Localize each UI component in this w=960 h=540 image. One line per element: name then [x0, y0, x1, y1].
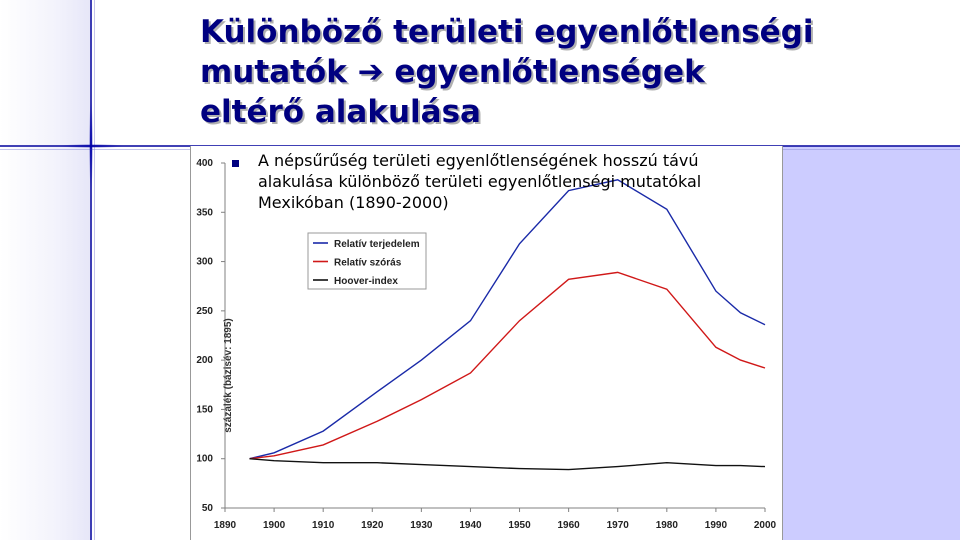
x-tick-label: 2000: [754, 520, 777, 531]
x-tick-label: 1930: [410, 520, 433, 531]
bullet-text: A népsűrűség területi egyenlőtlenségének…: [258, 151, 702, 212]
y-tick-label: 300: [196, 257, 213, 268]
right-color-panel: [781, 146, 960, 540]
slide-title: Különböző területi egyenlőtlenségi mutat…: [200, 12, 900, 132]
legend-label-2: Relatív szórás: [334, 258, 402, 269]
y-tick-label: 400: [196, 158, 213, 169]
left-gradient-decoration: [0, 0, 92, 540]
title-line-2: mutatók ➔ egyenlőtlenségek: [200, 54, 705, 90]
x-tick-label: 1950: [508, 520, 531, 531]
y-axis-title: százalék (bázisév: 1895): [223, 318, 234, 433]
y-tick-label: 100: [196, 454, 213, 465]
y-tick-label: 150: [196, 404, 213, 415]
square-bullet-icon: [232, 160, 239, 167]
vertical-accent-line-thin: [94, 0, 95, 540]
x-tick-label: 1990: [705, 520, 728, 531]
y-tick-label: 50: [202, 503, 214, 514]
legend-label-3: Hoover-index: [334, 276, 398, 287]
bullet-item: A népsűrűség területi egyenlőtlenségének…: [228, 150, 768, 213]
cross-glow-vertical: [89, 100, 93, 190]
line-chart: 50 100 150 200 250 300 350 400 1890 1900 1910 1920 1…: [196, 158, 777, 531]
x-tick-label: 1960: [558, 520, 581, 531]
title-line-1: Különböző területi egyenlőtlenségi: [200, 14, 814, 50]
x-tick-label: 1900: [263, 520, 286, 531]
vertical-accent-line: [90, 0, 92, 540]
chart-container: 50 100 150 200 250 300 350 400 1890 1900 1910 1920 1…: [190, 146, 783, 540]
x-tick-label: 1970: [607, 520, 630, 531]
series-line-1: [249, 179, 766, 460]
title-line-3: eltérő alakulása: [200, 94, 481, 130]
y-tick-label: 200: [196, 355, 213, 366]
series-line-3: [249, 458, 766, 471]
y-tick-label: 350: [196, 207, 213, 218]
x-tick-label: 1980: [656, 520, 679, 531]
x-tick-label: 1940: [459, 520, 482, 531]
x-tick-label: 1910: [312, 520, 335, 531]
x-tick-label: 1890: [214, 520, 237, 531]
y-tick-label: 250: [196, 306, 213, 317]
legend-label-1: Relatív terjedelem: [334, 239, 420, 250]
x-tick-label: 1920: [361, 520, 384, 531]
series-line-2: [249, 271, 766, 460]
